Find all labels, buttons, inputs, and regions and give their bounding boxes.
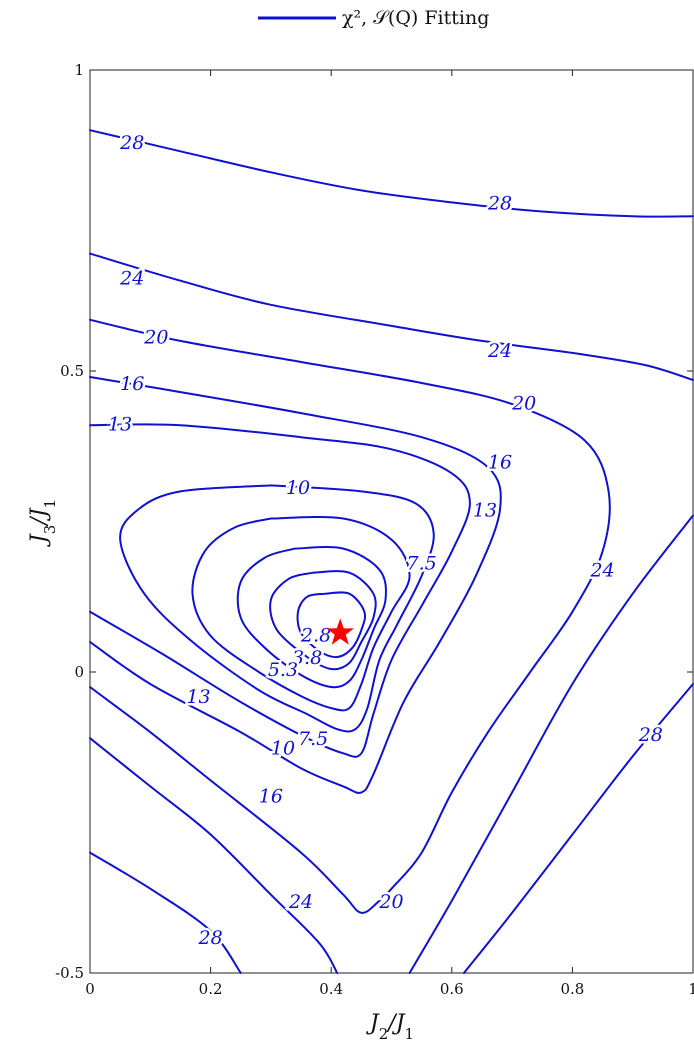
contour-label: 20 [378,891,403,913]
contour-line-10 [119,484,435,733]
contour-label: 28 [119,132,144,154]
contour-label: 24 [119,268,144,290]
contour-label: 10 [286,477,310,499]
contour-line-28 [89,129,694,218]
contour-line-5-3 [236,546,387,689]
contour-line-3-8 [269,570,377,671]
y-axis-title: J3/J1 [27,499,59,547]
legend-label: χ², 𝒮(Q) Fitting [342,7,489,29]
y-tick-label: -0.5 [55,964,84,982]
contour-line-16 [89,376,502,794]
contour-label: 28 [198,927,223,949]
minimum-star [326,618,355,645]
legend: χ², 𝒮(Q) Fitting [258,7,489,29]
contour-label: 28 [487,192,512,214]
contour-label: 16 [259,785,283,807]
contour-label: 13 [186,686,210,708]
contour-labels: 28282424202016161313107.52.83.85.3137.51… [106,130,666,952]
x-tick-label: 0.6 [440,980,464,998]
x-tick-label: 0 [85,980,95,998]
contour-label: 13 [108,413,132,435]
contour-label: 16 [120,373,144,395]
contour-label: 3.8 [292,647,322,669]
contour-label: 10 [271,737,295,759]
contour-label: 20 [143,327,168,349]
minimum-star-marker [326,618,355,645]
x-tick-label: 0.8 [560,980,584,998]
contour-label: 5.3 [268,659,298,681]
contour-line-24 [408,514,694,974]
contour-line-7-5 [191,515,411,712]
contour-line-2-8 [296,591,367,659]
contour-label: 2.8 [300,625,331,647]
contour-label: 24 [288,891,313,913]
x-axis-title: J2/J1 [366,1011,414,1043]
contour-line-20 [89,318,611,914]
contour-label: 20 [511,392,536,414]
contour-label: 28 [638,724,663,746]
contour-line-24 [89,252,694,381]
contour-line-24 [89,737,339,974]
contour-label: 13 [473,499,497,521]
x-tick-label: 0.4 [319,980,343,998]
contour-label: 7.5 [407,552,437,574]
y-tick-label: 0.5 [60,362,84,380]
x-tick-label: 0.2 [199,980,223,998]
y-axis: -0.5 0 0.5 1 [55,61,693,982]
contour-line-28 [89,851,242,974]
contour-label: 7.5 [298,728,328,750]
contour-line-13 [89,423,471,758]
x-axis: 0 0.2 0.4 0.6 0.8 1 [85,70,694,998]
plot-frame [89,69,694,974]
contour-label: 16 [488,451,512,473]
x-tick-label: 1 [688,980,694,998]
contour-lines [89,129,694,974]
contour-label: 24 [487,340,512,362]
contour-label: 24 [589,560,614,582]
contour-line-28 [462,683,694,974]
y-tick-label: 0 [74,663,84,681]
y-tick-label: 1 [74,61,84,79]
